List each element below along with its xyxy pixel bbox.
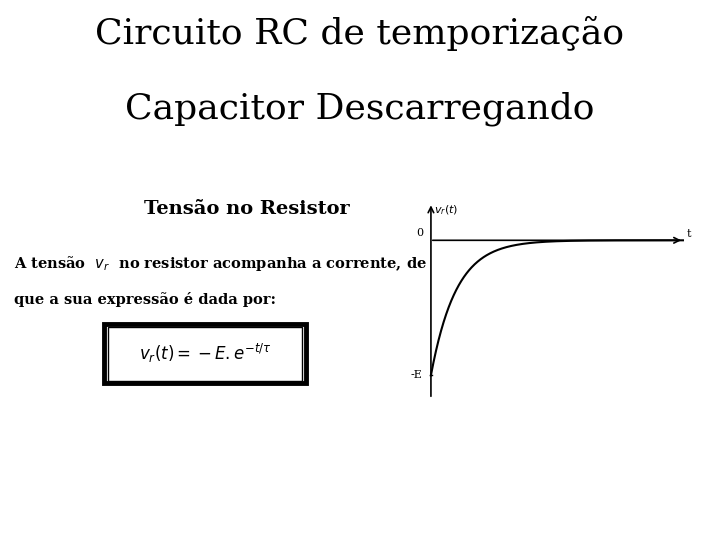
Text: $v_r(t)$: $v_r(t)$ (434, 203, 459, 217)
Text: Tensão no Resistor: Tensão no Resistor (144, 200, 350, 218)
Text: que a sua expressão é dada por:: que a sua expressão é dada por: (14, 292, 276, 307)
Text: Capacitor Descarregando: Capacitor Descarregando (125, 92, 595, 126)
Text: Circuito RC de temporização: Circuito RC de temporização (96, 16, 624, 51)
FancyBboxPatch shape (104, 324, 306, 383)
Text: -E: -E (411, 370, 423, 380)
Text: t: t (687, 229, 691, 239)
Text: A tensão  $v_r$  no resistor acompanha a corrente, de forma: A tensão $v_r$ no resistor acompanha a c… (14, 254, 482, 273)
FancyBboxPatch shape (108, 327, 302, 381)
Text: 0: 0 (416, 228, 423, 238)
Text: $v_r(t) = -E.e^{-t/\tau}$: $v_r(t) = -E.e^{-t/\tau}$ (139, 342, 271, 365)
